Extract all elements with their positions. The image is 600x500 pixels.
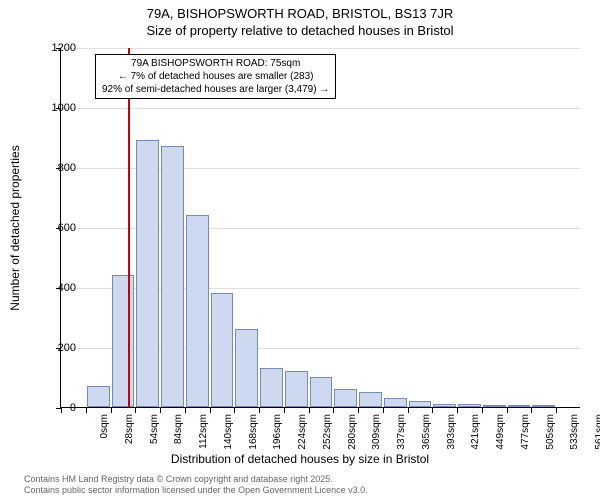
histogram-bar [161, 146, 184, 407]
footer-line-1: Contains HM Land Registry data © Crown c… [24, 474, 368, 485]
histogram-bar [235, 329, 258, 407]
xtick-label: 224sqm [297, 414, 308, 454]
xtick-label: 54sqm [149, 414, 160, 454]
histogram-bar [409, 401, 432, 407]
annotation-line-3: 92% of semi-detached houses are larger (… [102, 83, 329, 96]
xtick-mark [259, 408, 260, 413]
xtick-label: 0sqm [99, 414, 110, 454]
chart-container: 79A, BISHOPSWORTH ROAD, BRISTOL, BS13 7J… [0, 0, 600, 500]
xtick-label: 280sqm [347, 414, 358, 454]
xtick-label: 533sqm [569, 414, 580, 454]
xtick-mark [309, 408, 310, 413]
footer-attribution: Contains HM Land Registry data © Crown c… [24, 474, 368, 496]
xtick-label: 365sqm [421, 414, 432, 454]
annotation-box: 79A BISHOPSWORTH ROAD: 75sqm ← 7% of det… [95, 54, 336, 99]
histogram-bar [285, 371, 308, 407]
histogram-bar [359, 392, 382, 407]
histogram-bar [186, 215, 209, 407]
xtick-mark [507, 408, 508, 413]
xtick-mark [160, 408, 161, 413]
title-line-2: Size of property relative to detached ho… [0, 23, 600, 38]
xtick-label: 449sqm [495, 414, 506, 454]
xtick-mark [185, 408, 186, 413]
xtick-mark [556, 408, 557, 413]
annotation-line-1: 79A BISHOPSWORTH ROAD: 75sqm [102, 57, 329, 70]
marker-line [128, 48, 130, 407]
xtick-mark [482, 408, 483, 413]
xtick-label: 337sqm [396, 414, 407, 454]
ytick-label: 1000 [36, 102, 76, 114]
ytick-label: 1200 [36, 42, 76, 54]
histogram-bar [458, 404, 481, 407]
histogram-bar [260, 368, 283, 407]
histogram-bar [112, 275, 135, 407]
plot-area: 0sqm28sqm54sqm84sqm112sqm140sqm168sqm196… [60, 48, 580, 408]
xtick-label: 84sqm [173, 414, 184, 454]
xtick-mark [111, 408, 112, 413]
annotation-line-2: ← 7% of detached houses are smaller (283… [102, 70, 329, 83]
ytick-label: 800 [36, 162, 76, 174]
xtick-label: 505sqm [545, 414, 556, 454]
xtick-mark [135, 408, 136, 413]
xtick-label: 168sqm [248, 414, 259, 454]
ytick-label: 200 [36, 342, 76, 354]
xtick-label: 196sqm [272, 414, 283, 454]
histogram-bar [334, 389, 357, 407]
xtick-label: 477sqm [520, 414, 531, 454]
xtick-label: 140sqm [223, 414, 234, 454]
xtick-mark [531, 408, 532, 413]
xtick-mark [358, 408, 359, 413]
xtick-mark [408, 408, 409, 413]
chart-title: 79A, BISHOPSWORTH ROAD, BRISTOL, BS13 7J… [0, 0, 600, 38]
xtick-mark [210, 408, 211, 413]
y-axis-label: Number of detached properties [8, 145, 22, 310]
histogram-bar [508, 405, 531, 407]
xtick-label: 421sqm [470, 414, 481, 454]
xtick-mark [333, 408, 334, 413]
ytick-label: 600 [36, 222, 76, 234]
x-axis-label: Distribution of detached houses by size … [0, 452, 600, 466]
ytick-label: 400 [36, 282, 76, 294]
histogram-bar [87, 386, 110, 407]
xtick-mark [383, 408, 384, 413]
xtick-label: 112sqm [198, 414, 209, 454]
xtick-label: 252sqm [322, 414, 333, 454]
footer-line-2: Contains public sector information licen… [24, 485, 368, 496]
histogram-bar [483, 405, 506, 407]
xtick-mark [432, 408, 433, 413]
histogram-bar [136, 140, 159, 407]
xtick-mark [86, 408, 87, 413]
xtick-label: 393sqm [446, 414, 457, 454]
gridline [61, 108, 580, 109]
xtick-mark [284, 408, 285, 413]
title-line-1: 79A, BISHOPSWORTH ROAD, BRISTOL, BS13 7J… [0, 6, 600, 21]
gridline [61, 48, 580, 49]
xtick-label: 561sqm [594, 414, 600, 454]
histogram-bar [384, 398, 407, 407]
histogram-bar [433, 404, 456, 407]
xtick-label: 309sqm [371, 414, 382, 454]
histogram-bar [211, 293, 234, 407]
histogram-bar [310, 377, 333, 407]
xtick-label: 28sqm [124, 414, 135, 454]
xtick-mark [234, 408, 235, 413]
histogram-bar [532, 405, 555, 407]
xtick-mark [457, 408, 458, 413]
ytick-label: 0 [36, 402, 76, 414]
